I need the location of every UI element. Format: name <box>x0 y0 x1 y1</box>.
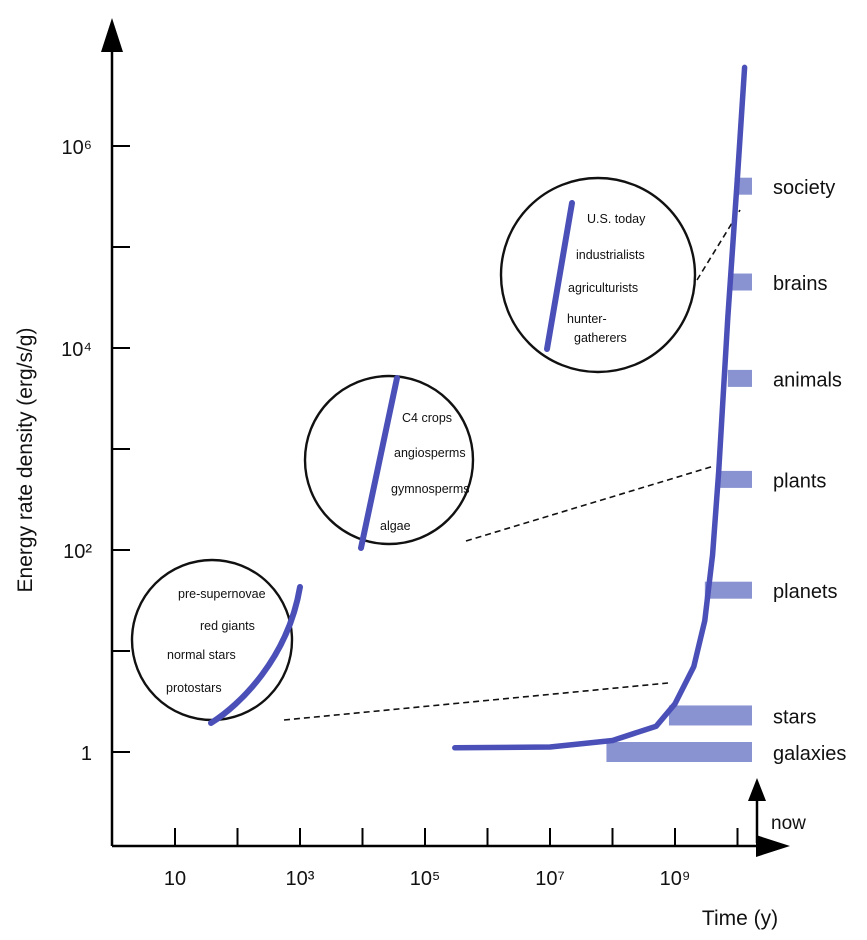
category-bars: galaxies stars planets plants animals brains s… <box>606 177 846 765</box>
inset-1-label: red giants <box>200 619 255 633</box>
category-label: animals <box>773 369 842 391</box>
leader-inset-1 <box>283 682 669 721</box>
category-label: planets <box>773 581 838 603</box>
inset-3-label: gatherers <box>574 331 627 345</box>
now-arrow-head <box>748 778 766 801</box>
inset-1-label: normal stars <box>167 648 236 662</box>
leader-inset-3 <box>696 209 741 281</box>
y-ticks: 1 10² 10⁴ 10⁶ <box>61 137 130 765</box>
x-tick-label: 10 <box>164 868 186 890</box>
inset-2-label: algae <box>380 519 411 533</box>
y-tick-label: 10⁴ <box>61 339 92 361</box>
inset-2-line <box>358 375 400 551</box>
inset-society: U.S. today industrialists agriculturists… <box>499 176 697 374</box>
inset-1-label: pre-supernovae <box>178 587 266 601</box>
x-tick-label: 10⁷ <box>535 868 564 890</box>
leader-inset-2 <box>465 465 715 542</box>
x-tick-label: 10⁹ <box>660 868 691 890</box>
category-bar <box>731 273 752 291</box>
inset-3-label: hunter- <box>567 312 607 326</box>
x-tick-label: 10³ <box>286 868 315 890</box>
x-axis-label: Time (y) <box>702 907 778 930</box>
x-tick-label: 10⁵ <box>410 868 441 890</box>
inset-3-label: U.S. today <box>587 212 646 226</box>
y-tick-label: 10⁶ <box>62 137 92 159</box>
x-ticks: 10 10³ 10⁵ 10⁷ 10⁹ <box>164 828 739 890</box>
inset-2-label: gymnosperms <box>391 482 470 496</box>
category-bar <box>668 705 752 726</box>
inset-circle-1 <box>130 558 294 722</box>
inset-circle-2 <box>303 374 475 546</box>
y-tick-label: 1 <box>81 743 92 765</box>
now-label: now <box>771 813 806 834</box>
category-label: society <box>773 177 835 199</box>
x-axis-arrow <box>756 835 790 857</box>
category-label: brains <box>773 273 827 295</box>
inset-1-label: protostars <box>166 681 222 695</box>
y-axis-arrow <box>101 18 123 52</box>
energy-curve-line <box>452 64 748 751</box>
y-axis-label: Energy rate density (erg/s/g) <box>14 328 37 593</box>
inset-stars: pre-supernovae red giants normal stars p… <box>130 558 303 726</box>
inset-plants: C4 crops angiosperms gymnosperms algae <box>303 374 475 551</box>
y-tick-label: 10² <box>63 541 92 563</box>
category-bar <box>718 470 752 488</box>
inset-2-label: angiosperms <box>394 446 466 460</box>
category-label: galaxies <box>773 743 846 765</box>
inset-3-label: agriculturists <box>568 281 638 295</box>
category-bar <box>606 742 752 762</box>
category-label: stars <box>773 706 816 728</box>
inset-3-line <box>544 200 575 352</box>
inset-3-label: industrialists <box>576 248 645 262</box>
inset-2-label: C4 crops <box>402 411 452 425</box>
category-bar <box>727 369 752 387</box>
category-label: plants <box>773 470 826 492</box>
category-bar <box>704 581 752 599</box>
inset-1-line <box>208 584 303 726</box>
